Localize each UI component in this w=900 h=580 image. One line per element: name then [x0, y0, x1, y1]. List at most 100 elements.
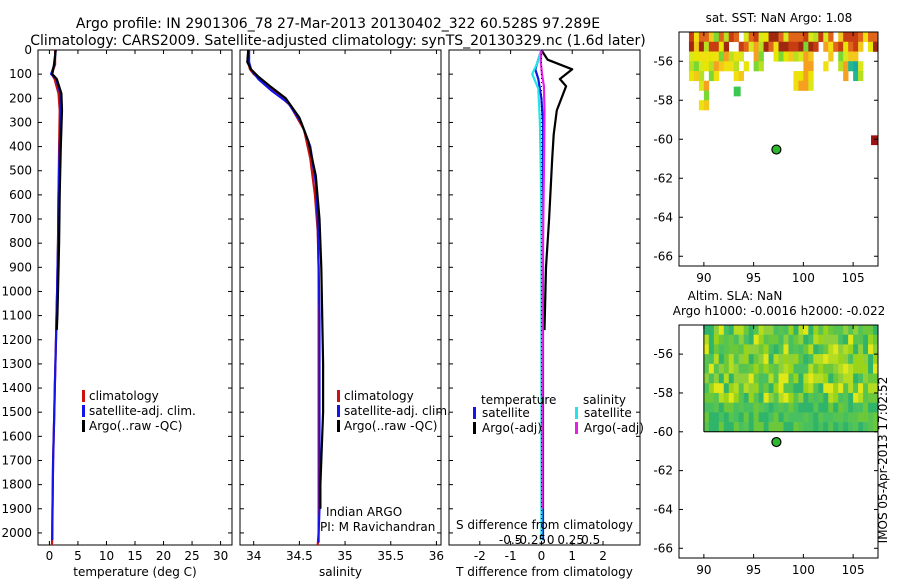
sla-cell: [808, 325, 814, 336]
sdiff-tick-label: 0.25: [557, 533, 584, 547]
sla-cell: [868, 354, 874, 365]
sla-cell: [798, 392, 804, 403]
sla-map-xtick-label: 95: [746, 563, 761, 577]
diff-series-temperature-argo-adj-: [540, 49, 574, 331]
sla-cell: [783, 392, 789, 403]
sla-cell: [798, 383, 804, 394]
sla-cell: [753, 334, 759, 345]
temp-xlabel: temperature (deg C): [73, 565, 196, 579]
sla-cell: [763, 363, 769, 374]
sla-cell: [838, 354, 844, 365]
sla-cell: [858, 334, 864, 345]
sla-map-xtick-label: 90: [696, 563, 711, 577]
sla-cell: [843, 354, 849, 365]
sst-cell: [708, 61, 715, 72]
sla-cell: [793, 325, 799, 336]
sla-cell: [783, 422, 789, 433]
sla-cell: [818, 422, 824, 433]
sst-cell: [808, 32, 814, 43]
sla-cell: [818, 354, 824, 365]
sla-cell: [818, 344, 824, 355]
sla-cell: [768, 422, 774, 433]
sst-cell: [703, 90, 710, 101]
sla-cell: [803, 373, 809, 384]
sst-cell: [793, 32, 799, 43]
sst-map-xtick-label: 90: [696, 271, 711, 285]
sla-cell: [738, 402, 744, 413]
diff-xtick-label: -2: [474, 549, 486, 563]
sst-cell: [793, 51, 799, 62]
sst-cell: [798, 80, 804, 91]
sst-cell: [813, 41, 819, 52]
diff-legend-label: Argo(-adj): [584, 421, 644, 435]
sst-cell: [703, 100, 710, 111]
sla-map-title: Altim. SLA: NaN: [688, 289, 783, 303]
sla-cell: [743, 392, 749, 403]
sal-legend-label: climatology: [344, 389, 414, 403]
sla-cell: [748, 325, 754, 336]
sla-cell: [823, 334, 829, 345]
sla-cell: [788, 325, 794, 336]
sla-cell: [818, 325, 824, 336]
sst-cell: [733, 71, 739, 82]
sla-cell: [743, 344, 749, 355]
sla-cell: [808, 392, 814, 403]
sst-cell: [858, 41, 864, 52]
sla-cell: [723, 422, 730, 433]
sla-cell: [823, 344, 829, 355]
sla-cell: [853, 412, 859, 423]
sla-cell: [708, 334, 715, 345]
sst-cell: [873, 32, 879, 43]
sst-cell: [853, 41, 859, 52]
sst-cell: [808, 80, 814, 91]
sla-cell: [813, 325, 819, 336]
sla-cell: [738, 325, 744, 336]
sla-cell: [803, 383, 809, 394]
sla-cell: [713, 383, 720, 394]
sla-cell: [848, 325, 854, 336]
sst-cell: [713, 61, 720, 72]
sst-cell: [873, 41, 879, 52]
sst-cell: [763, 41, 769, 52]
sst-cell: [723, 32, 730, 43]
sla-cell: [728, 412, 735, 423]
sla-cell: [703, 344, 710, 355]
sla-cell: [778, 334, 784, 345]
sst-cell: [803, 32, 809, 43]
sla-cell: [788, 422, 794, 433]
sla-cell: [723, 344, 730, 355]
sla-cell: [758, 412, 764, 423]
sla-cell: [733, 412, 739, 423]
sst-cell: [788, 41, 794, 52]
sst-cell: [753, 61, 759, 72]
sal-series-satellite: [248, 50, 321, 543]
sst-cell: [698, 32, 705, 43]
depth-tick-label: 400: [9, 140, 32, 154]
sla-cell: [858, 392, 864, 403]
temp-panel: 0 5 10 15 20 25 300100200300400500600700800900…: [1, 43, 233, 579]
sla-cell: [713, 392, 720, 403]
sla-cell: [803, 392, 809, 403]
depth-tick-label: 200: [9, 91, 32, 105]
sla-cell: [793, 412, 799, 423]
sst-cell: [703, 32, 710, 43]
sla-cell: [773, 402, 779, 413]
credit-program: Indian ARGO: [326, 505, 402, 519]
sst-cell: [828, 41, 834, 52]
sla-cell: [728, 422, 735, 433]
sal-legend-swatch: [337, 390, 340, 402]
sla-cell: [708, 422, 715, 433]
sla-cell: [768, 392, 774, 403]
sst-cell: [728, 51, 735, 62]
sla-cell: [778, 383, 784, 394]
sla-cell: [738, 363, 744, 374]
sst-cell: [773, 51, 779, 62]
sla-cell: [808, 334, 814, 345]
sla-cell: [708, 363, 715, 374]
sla-cell: [758, 325, 764, 336]
sla-cell: [813, 383, 819, 394]
sst-map-panel: 90 95 100 105 -56 -58 -60 -62 -64 -66 sat. SST: Na…: [653, 11, 879, 285]
temp-legend-label: climatology: [89, 389, 159, 403]
sst-cell: [758, 41, 764, 52]
